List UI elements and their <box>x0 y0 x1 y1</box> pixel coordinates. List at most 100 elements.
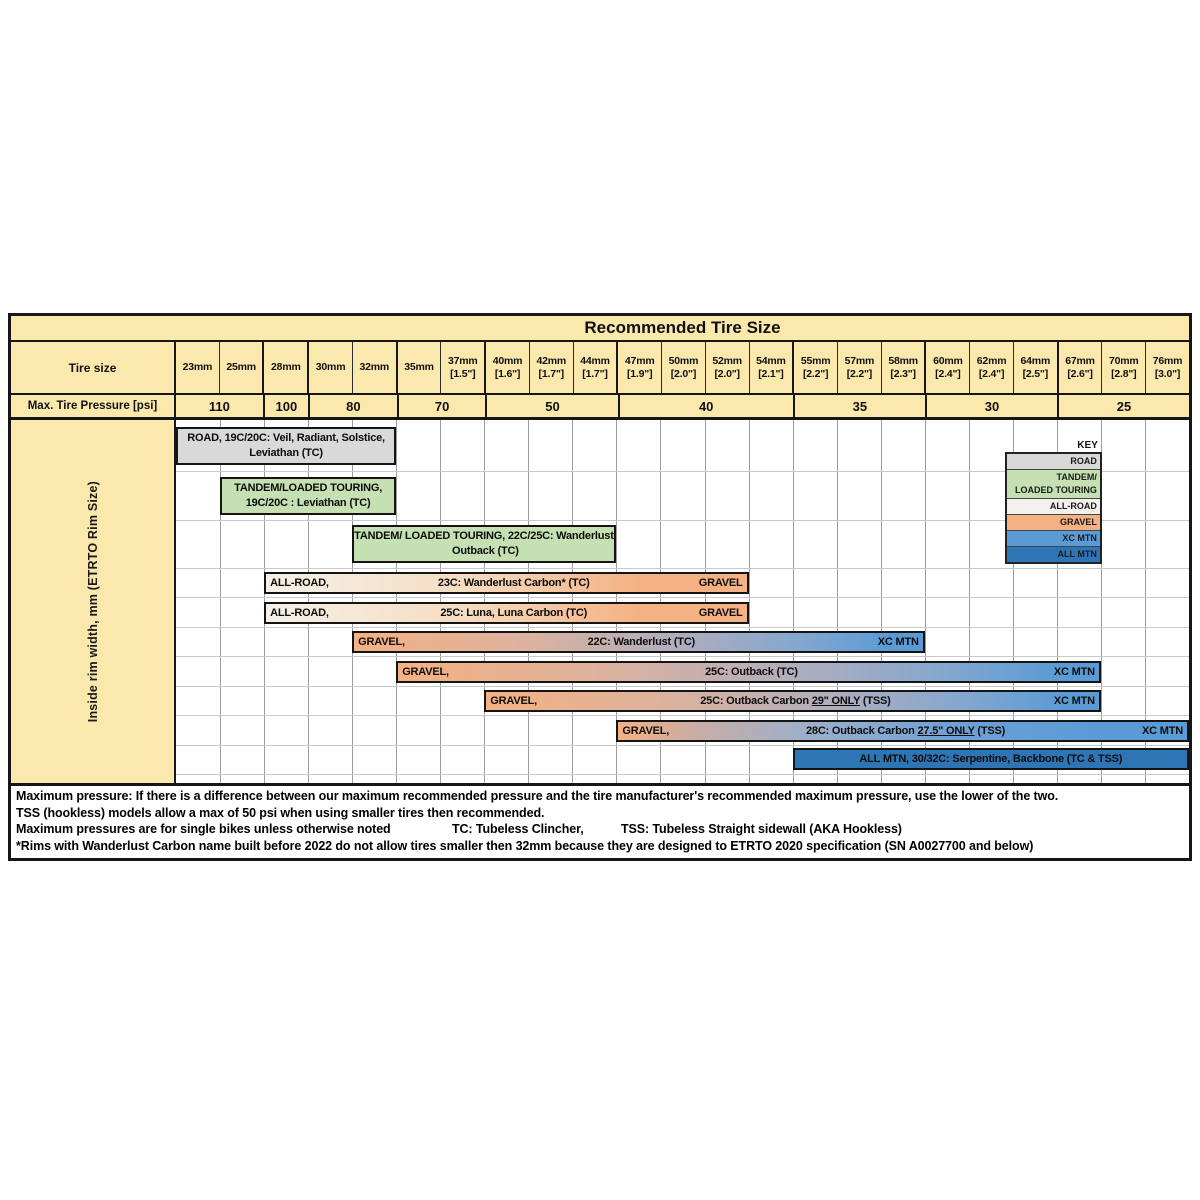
tire-size-column-header: 42mm [1.7"] <box>528 342 573 393</box>
pressure-group: 30 <box>924 395 1057 417</box>
pressure-value: 50 <box>545 398 560 414</box>
tire-size-inch: [2.4"] <box>978 367 1005 380</box>
footnote-4: *Rims with Wanderlust Carbon name built … <box>16 838 1034 853</box>
footnote-2: TSS (hookless) models allow a max of 50 … <box>16 805 545 820</box>
pressure-value: 80 <box>346 398 361 414</box>
rim-bar-5: ALL-ROAD, 25C: Luna, Luna Carbon (TC) GRAV… <box>264 602 749 624</box>
tire-size-mm: 30mm <box>315 361 346 373</box>
footnote-3-tss-abbreviation: TSS: Tubeless Straight sidewall (AKA Hoo… <box>620 822 902 836</box>
rim-bar-1: ROAD, 19C/20C: Veil, Radiant, Solstice, L… <box>176 427 397 465</box>
pressure-value: 70 <box>434 398 450 414</box>
pressure-label: Max. Tire Pressure [psi] <box>11 395 176 417</box>
gridline-vertical <box>1100 420 1102 783</box>
tire-size-column-header: 70mm [2.8"] <box>1101 342 1145 393</box>
rim-bar-category-right: GRAVEL <box>698 607 743 619</box>
tire-size-columns: 23mm 25mm 28mm 30mm 32mm 35mm 37mm [1.5"] 40mm [1… <box>176 342 1189 393</box>
tire-size-column-header: 52mm [2.0"] <box>704 342 749 393</box>
tire-size-mm: 42mm <box>536 354 567 367</box>
rim-bar-category-left: ALL-ROAD, <box>270 607 329 619</box>
tire-size-column-header: 25mm <box>218 342 263 393</box>
tire-size-column-header: 30mm <box>307 342 352 393</box>
tire-size-mm: 54mm <box>756 354 786 367</box>
legend: KEY ROAD TANDEM/ LOADED TOURING ALL-ROAD GR… <box>1004 440 1102 564</box>
tire-size-column-header: 67mm [2.6"] <box>1056 342 1102 393</box>
chart-title-bar: Recommended Tire Size <box>11 316 1189 342</box>
rim-bar-category-left: GRAVEL, <box>402 666 449 678</box>
tire-size-inch: [2.2"] <box>846 367 873 380</box>
chart-title: Recommended Tire Size <box>584 318 781 337</box>
rim-bar-category-right: XC MTN <box>1053 695 1095 707</box>
footnote-1: Maximum pressure: If there is a differen… <box>16 789 1059 803</box>
gridline-vertical <box>660 420 662 783</box>
footnote-3-pressures: Maximum pressures are for single bikes u… <box>16 822 391 836</box>
gridline-vertical <box>1056 420 1058 783</box>
tire-size-inch: [2.8"] <box>1111 367 1137 380</box>
tire-size-column-header: 50mm [2.0"] <box>661 342 705 393</box>
tire-size-mm: 37mm <box>447 354 478 367</box>
tire-size-table: Recommended Tire Size Tire size 23mm 25mm… <box>8 313 1192 861</box>
rim-bar-label: 28C: Outback Carbon 27.5" ONLY (TSS) <box>805 724 1006 737</box>
rim-bar-label: 22C: Wanderlust (TC) <box>587 635 696 648</box>
legend-title: KEY <box>1077 440 1098 451</box>
pressure-value: 35 <box>852 398 868 414</box>
gridline-vertical <box>528 420 530 783</box>
gridline-vertical <box>484 420 486 783</box>
tire-size-mm: 52mm <box>712 354 742 367</box>
tire-size-mm: 70mm <box>1109 354 1139 367</box>
legend-entry: ALL-ROAD <box>1006 498 1100 514</box>
gridline-horizontal <box>176 745 1189 746</box>
legend-entry: XC MTN <box>1006 530 1100 546</box>
y-axis: Inside rim width, mm (ETRTO Rim Size) <box>11 420 176 783</box>
tire-size-inch: [2.0"] <box>714 367 740 380</box>
rim-bar-category-right: GRAVEL <box>698 577 743 589</box>
gridline-vertical <box>836 420 838 783</box>
tire-size-inch: [2.1"] <box>758 367 784 380</box>
legend-entry: GRAVEL <box>1006 514 1100 530</box>
gridline-vertical <box>748 420 750 783</box>
tire-size-mm: 28mm <box>271 361 301 373</box>
tire-size-column-header: 44mm [1.7"] <box>572 342 617 393</box>
rim-bar-category-left: GRAVEL, <box>490 695 537 707</box>
tire-size-mm: 58mm <box>888 354 918 367</box>
tire-size-mm: 47mm <box>624 354 655 367</box>
gridline-vertical <box>616 420 618 783</box>
legend-box: ROAD TANDEM/ LOADED TOURING ALL-ROAD GRAVEL… <box>1004 452 1102 564</box>
tire-size-column-header: 76mm [3.0"] <box>1145 342 1189 393</box>
rim-bar-category-right: XC MTN <box>1142 725 1183 737</box>
rim-bar-6: GRAVEL, 22C: Wanderlust (TC) XC MTN <box>352 631 925 653</box>
tire-size-column-header: 57mm [2.2"] <box>837 342 881 393</box>
chart-area: ROAD, 19C/20C: Veil, Radiant, Solstice, L… <box>176 420 1189 783</box>
tire-size-column-header: 47mm [1.9"] <box>616 342 661 393</box>
tire-size-column-header: 60mm [2.4"] <box>924 342 969 393</box>
legend-entry: ROAD <box>1006 454 1100 469</box>
tire-size-inch: [1.6"] <box>494 367 521 380</box>
rim-bar-category-right: XC MTN <box>877 636 919 648</box>
pressure-group: 50 <box>485 395 617 417</box>
pressure-group: 35 <box>792 395 925 417</box>
tire-size-column-header: 55mm [2.2"] <box>792 342 837 393</box>
tire-size-mm: 64mm <box>1020 354 1051 367</box>
gridline-horizontal <box>176 686 1189 687</box>
rim-bar-label: 23C: Wanderlust Carbon* (TC) <box>437 576 590 589</box>
chart-row: Inside rim width, mm (ETRTO Rim Size) RO… <box>11 420 1189 786</box>
pressure-value: 40 <box>698 398 714 414</box>
pressure-group: 80 <box>308 395 397 417</box>
tire-size-column-header: 35mm <box>395 342 441 393</box>
gridline-vertical <box>396 420 398 783</box>
tire-size-header-row: Tire size 23mm 25mm 28mm 30mm 32mm 35mm 37mm [1… <box>11 342 1189 395</box>
pressure-group: 110 <box>176 395 263 417</box>
tire-size-column-header: 54mm [2.1"] <box>748 342 793 393</box>
pressure-groups: 110 100 80 70 50 40 35 30 25 <box>176 395 1189 417</box>
gridline-vertical <box>1144 420 1146 783</box>
tire-size-inch: [2.4"] <box>935 367 961 380</box>
tire-size-mm: 40mm <box>492 354 523 367</box>
rim-bar-label: TANDEM/LOADED TOURING, 19C/20C : Leviatha… <box>234 482 383 509</box>
gridline-horizontal <box>176 656 1189 657</box>
tire-size-inch: [3.0"] <box>1154 367 1181 380</box>
y-axis-label: Inside rim width, mm (ETRTO Rim Size) <box>85 480 100 723</box>
tire-size-column-header: 62mm [2.4"] <box>969 342 1013 393</box>
pressure-value: 25 <box>1116 398 1132 414</box>
pressure-value: 30 <box>984 398 1000 414</box>
rim-bar-9: GRAVEL, 28C: Outback Carbon 27.5" ONLY (T… <box>616 720 1189 742</box>
